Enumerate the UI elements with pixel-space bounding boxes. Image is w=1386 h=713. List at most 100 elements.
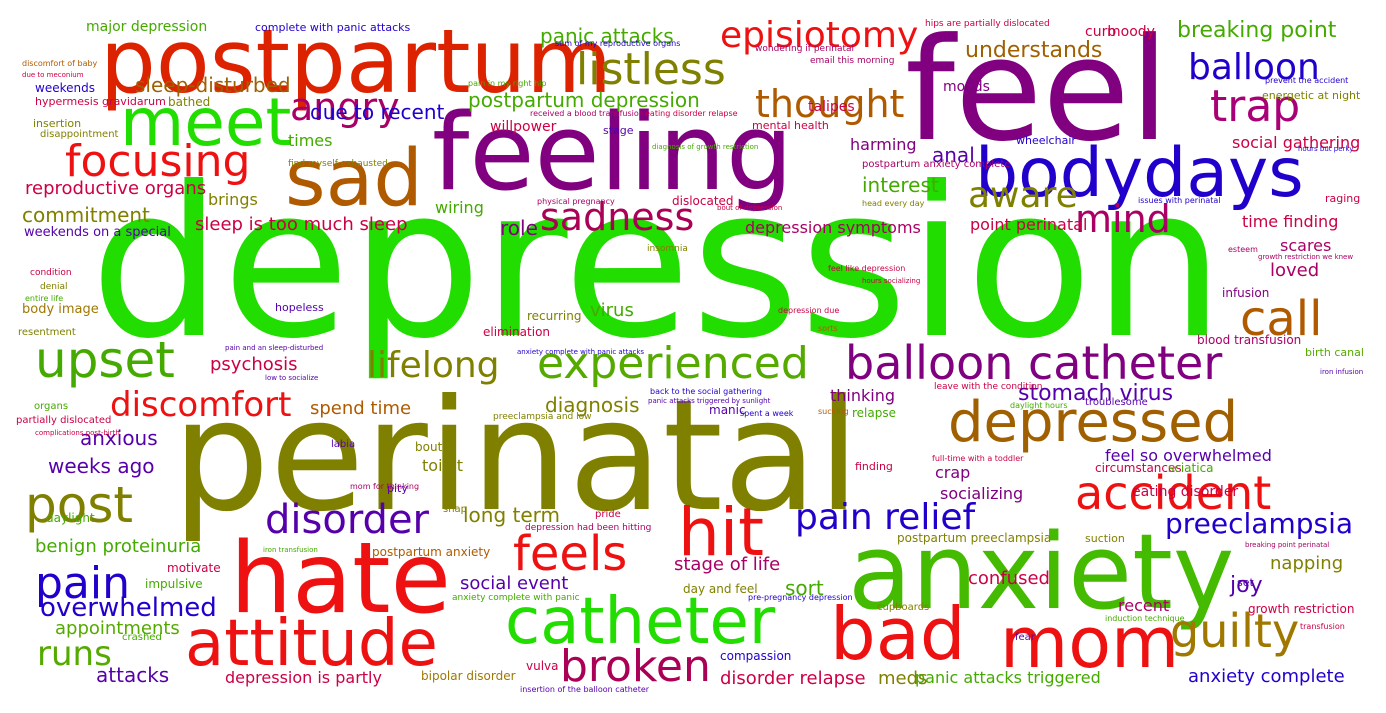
word: feels <box>513 526 628 582</box>
word: meds <box>878 668 928 689</box>
word: runs <box>37 634 112 674</box>
word: disorder <box>265 497 430 543</box>
word: complications post-birth <box>35 429 120 437</box>
word: eating disorder relapse <box>645 109 738 118</box>
word: eating disorder <box>1132 484 1239 500</box>
word: pity <box>387 482 408 495</box>
word: leave with the condition <box>934 382 1043 392</box>
word: low to socialize <box>265 374 319 382</box>
word: snap <box>443 504 468 515</box>
word: denial <box>40 282 68 292</box>
word: post <box>25 476 133 534</box>
word: long term <box>463 503 561 527</box>
word: bipolar disorder <box>421 669 516 683</box>
word: depression symptoms <box>745 218 921 237</box>
word: depression had been hitting <box>525 523 652 533</box>
word: received a blood transfusion <box>530 109 644 118</box>
word: bout <box>415 440 443 454</box>
word: birth canal <box>1305 346 1364 359</box>
word: induction technique <box>1105 614 1185 623</box>
word: curb <box>1085 24 1117 40</box>
word: recent <box>1118 596 1170 615</box>
word: stage of life <box>674 554 781 575</box>
word: bad <box>830 592 966 676</box>
word: joy <box>1230 573 1263 598</box>
word: experienced <box>537 338 809 389</box>
word: circumstances <box>1095 461 1182 475</box>
word: sad <box>285 134 423 224</box>
word: trap <box>1210 81 1301 132</box>
word: feel <box>905 8 1170 173</box>
word: social event <box>460 573 569 594</box>
word: stage <box>603 124 634 137</box>
word: willpower <box>490 119 557 135</box>
word: bout of depression <box>717 204 783 212</box>
word: preeclampsia <box>1165 507 1354 540</box>
word: insertion <box>33 117 82 130</box>
word: panic attacks triggered by sunlight <box>648 397 771 405</box>
word: episiotomy <box>720 15 919 56</box>
word: sorts <box>818 324 838 333</box>
word: guilty <box>1170 604 1300 658</box>
word: postpartum anxiety complete <box>862 159 1011 170</box>
word: sleep-disturbed <box>135 73 291 97</box>
word: day and feel <box>683 582 758 596</box>
word: socializing <box>940 484 1024 503</box>
word: thinking <box>830 386 896 405</box>
word: harming <box>850 135 917 154</box>
word: depressed <box>948 390 1239 455</box>
word: understands <box>965 38 1103 63</box>
word: complete with panic attacks <box>255 21 411 34</box>
word: hopeless <box>275 301 324 314</box>
word: esteem <box>1228 245 1258 254</box>
word: interest <box>862 173 939 197</box>
word: stomach virus <box>1018 381 1174 406</box>
word: head every day <box>862 199 925 208</box>
word: catheter <box>505 585 776 659</box>
word: prevent the accident <box>1265 76 1349 85</box>
word: disappointment <box>40 129 119 140</box>
word: angry <box>290 85 400 129</box>
word: feel like depression <box>828 264 906 273</box>
word: infusion <box>1222 286 1270 300</box>
word: confused <box>968 568 1050 589</box>
word: email this morning <box>810 56 895 66</box>
word: back to the social gathering <box>650 387 762 396</box>
word: moody <box>1107 24 1155 40</box>
word: issues with perinatal <box>1138 196 1221 205</box>
word: sadness <box>540 195 695 239</box>
word: aware <box>968 175 1078 216</box>
word: wiring <box>435 198 484 217</box>
word: hours but perky <box>1298 145 1354 153</box>
word: pain and an sleep-disturbed <box>225 344 324 352</box>
word: discomfort <box>110 385 292 425</box>
word: hours socializing <box>862 277 921 285</box>
word: thought <box>755 82 905 126</box>
word: depression <box>90 143 1225 385</box>
word: postpartum anxiety <box>372 545 491 559</box>
word: growth restriction we knew <box>1258 253 1354 261</box>
word: motivate <box>167 561 221 575</box>
word: weekends on a special <box>24 225 171 240</box>
word: recurring <box>527 309 582 323</box>
word: troublesome <box>1085 397 1148 408</box>
word: cupboards <box>877 602 930 613</box>
word: hypermesis gravidarum <box>35 95 166 108</box>
word: mom <box>1000 602 1180 684</box>
word: hips are partially dislocated <box>925 19 1050 29</box>
word: postpartum <box>100 10 613 113</box>
word: blood transfusion <box>1197 333 1302 347</box>
word: dislocated <box>672 194 734 208</box>
word: pride <box>595 509 621 520</box>
word: time finding <box>1242 212 1339 231</box>
word: weeks ago <box>48 454 155 478</box>
word: crap <box>935 463 971 482</box>
word: iron transfusion <box>263 546 318 554</box>
word: feel so overwhelmed <box>1105 446 1272 465</box>
word: toilet <box>422 456 464 475</box>
word: psychosis <box>210 354 298 375</box>
word: anal <box>932 143 975 167</box>
word: mind <box>1075 197 1171 241</box>
word: sum of my reproductive organs <box>555 39 681 48</box>
